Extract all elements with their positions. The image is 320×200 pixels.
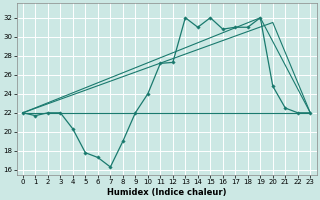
X-axis label: Humidex (Indice chaleur): Humidex (Indice chaleur) — [107, 188, 226, 197]
